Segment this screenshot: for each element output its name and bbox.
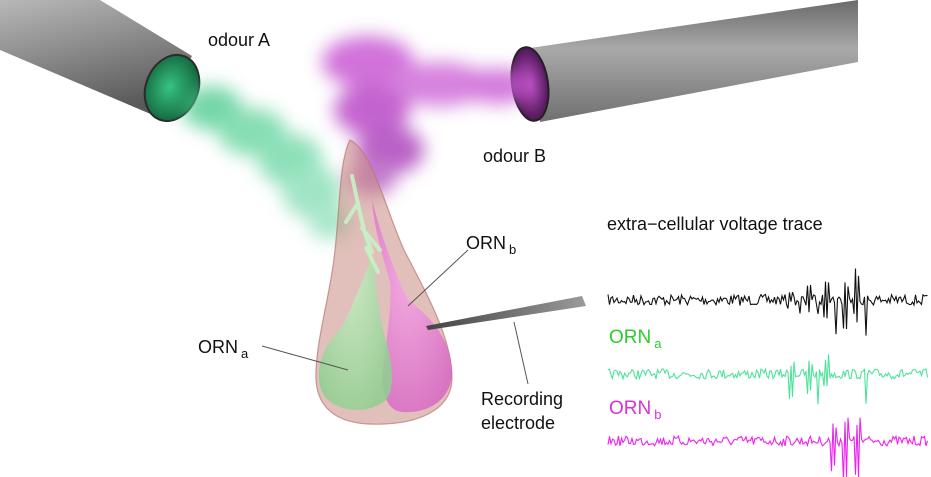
orn-a-label-main: ORN bbox=[198, 337, 238, 357]
trace-title: extra−cellular voltage trace bbox=[607, 214, 823, 234]
electrode-pointer-line bbox=[513, 321, 529, 385]
trace-orn-a-label-main: ORN bbox=[609, 327, 652, 348]
orn-a-label: ORN a bbox=[198, 338, 248, 360]
trace-orn-b-label-sub: b bbox=[654, 407, 662, 422]
odour-b-tube bbox=[510, 0, 858, 122]
orn-a-label-sub: a bbox=[241, 346, 249, 361]
voltage-trace-combined bbox=[607, 268, 928, 336]
voltage-trace-orn-a bbox=[607, 354, 929, 405]
odour-a-plume bbox=[182, 86, 352, 240]
voltage-trace-orn-b bbox=[607, 417, 929, 477]
odour-b-label: odour B bbox=[483, 146, 547, 166]
trace-orn-b-label: ORN b bbox=[609, 399, 661, 421]
orn-b-label-main: ORN bbox=[466, 233, 506, 253]
orn-b-label: ORN b bbox=[466, 234, 516, 256]
odour-a-tube bbox=[0, 0, 201, 122]
orn-b-label-sub: b bbox=[509, 242, 517, 257]
orn-b-pointer-line bbox=[407, 249, 469, 307]
trace-orn-b-label-main: ORN bbox=[609, 398, 652, 419]
neuron-orn-b bbox=[372, 200, 452, 413]
trace-orn-a-label-sub: a bbox=[654, 336, 662, 351]
neuron-orn-a bbox=[318, 174, 392, 410]
recording-electrode-label-line1: Recording bbox=[481, 389, 564, 409]
recording-electrode bbox=[426, 296, 586, 330]
recording-electrode-label-line2: electrode bbox=[481, 413, 556, 433]
trace-orn-a-label: ORN a bbox=[609, 328, 661, 350]
orn-a-pointer-line bbox=[261, 345, 349, 371]
odour-a-label: odour A bbox=[208, 30, 271, 50]
